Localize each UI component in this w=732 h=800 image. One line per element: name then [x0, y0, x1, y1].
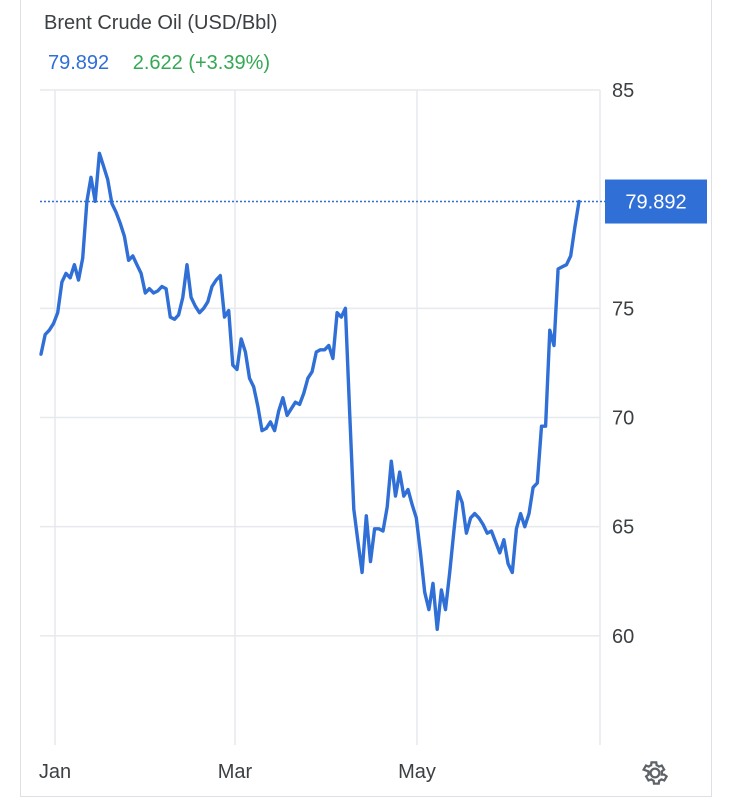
chart-title: Brent Crude Oil (USD/Bbl): [44, 12, 278, 34]
y-tick-label: 75: [612, 298, 634, 320]
x-tick-label: May: [398, 761, 436, 783]
x-tick-label: Jan: [39, 761, 71, 783]
last-price: 79.892: [48, 52, 110, 74]
y-tick-label: 85: [612, 80, 634, 102]
gridlines: [40, 89, 601, 745]
y-tick-label: 65: [612, 517, 634, 539]
price-change: 2.622 (+3.39%): [132, 52, 271, 74]
x-tick-label: Mar: [218, 761, 253, 783]
y-tick-label: 60: [612, 626, 634, 648]
y-tick-label: 70: [612, 408, 634, 430]
current-price-badge-label: 79.892: [625, 192, 686, 214]
chart-frame: [20, 0, 712, 797]
current-price-badge-bg: [605, 179, 707, 224]
price-quote: 79.892 2.622 (+3.39%): [48, 52, 270, 75]
settings-gear-icon[interactable]: [640, 758, 670, 788]
y-axis-ticks: 85 75 70 65 60: [612, 80, 634, 648]
current-price-badge: 79.892: [605, 179, 707, 224]
x-axis-ticks: Jan Mar May: [39, 761, 436, 783]
price-line: [39, 151, 581, 631]
